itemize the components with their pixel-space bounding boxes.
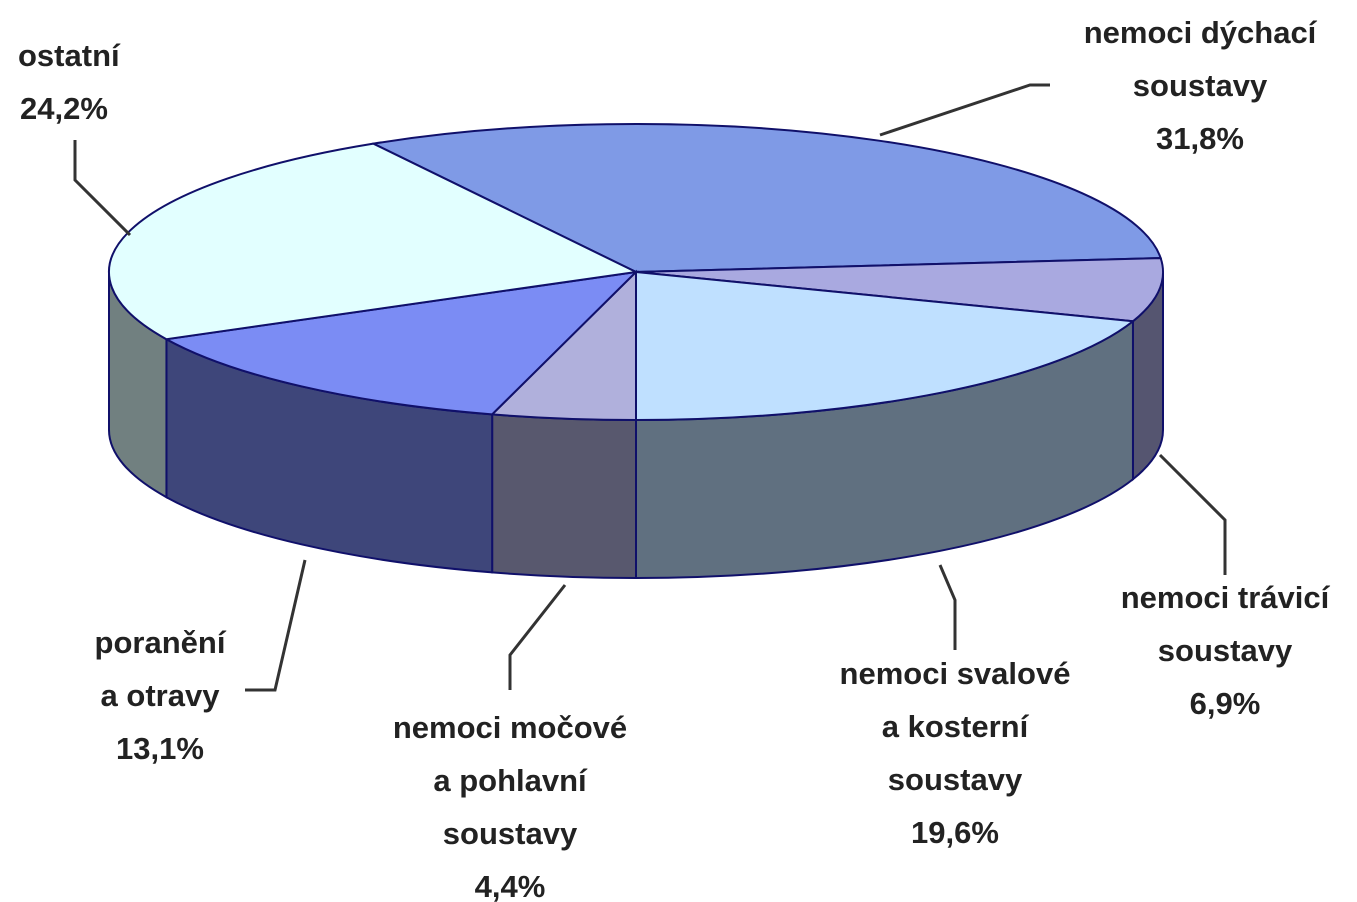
slice-label: ostatní: [18, 38, 121, 73]
leader-line: [73, 140, 132, 237]
slice-label: nemoci svalové a kosterní soustavy: [840, 656, 1071, 797]
leader-line: [879, 83, 1050, 137]
value-label: 31,8%: [1156, 121, 1244, 156]
slice: [635, 270, 1136, 422]
slice: [163, 270, 639, 416]
leader-line: [245, 559, 307, 692]
slice-label: poranění a otravy: [95, 625, 227, 713]
slice-label: nemoci močové a pohlavní soustavy: [393, 710, 627, 851]
value-label: 19,6%: [911, 815, 999, 850]
value-label: 13,1%: [116, 731, 204, 766]
value-label: 24,2%: [20, 91, 108, 126]
slice: [108, 142, 640, 341]
slice-label: nemoci dýchací soustavy: [1084, 15, 1318, 103]
slice-label: nemoci trávicí soustavy: [1121, 580, 1331, 668]
slice: [635, 257, 1164, 323]
value-label: 4,4%: [475, 869, 546, 902]
slice: [370, 123, 1163, 274]
slice-side: [491, 413, 637, 580]
leader-line: [508, 584, 567, 690]
value-label: 6,9%: [1190, 686, 1261, 721]
leader-line: [1158, 453, 1227, 575]
leader-line: [938, 564, 957, 650]
